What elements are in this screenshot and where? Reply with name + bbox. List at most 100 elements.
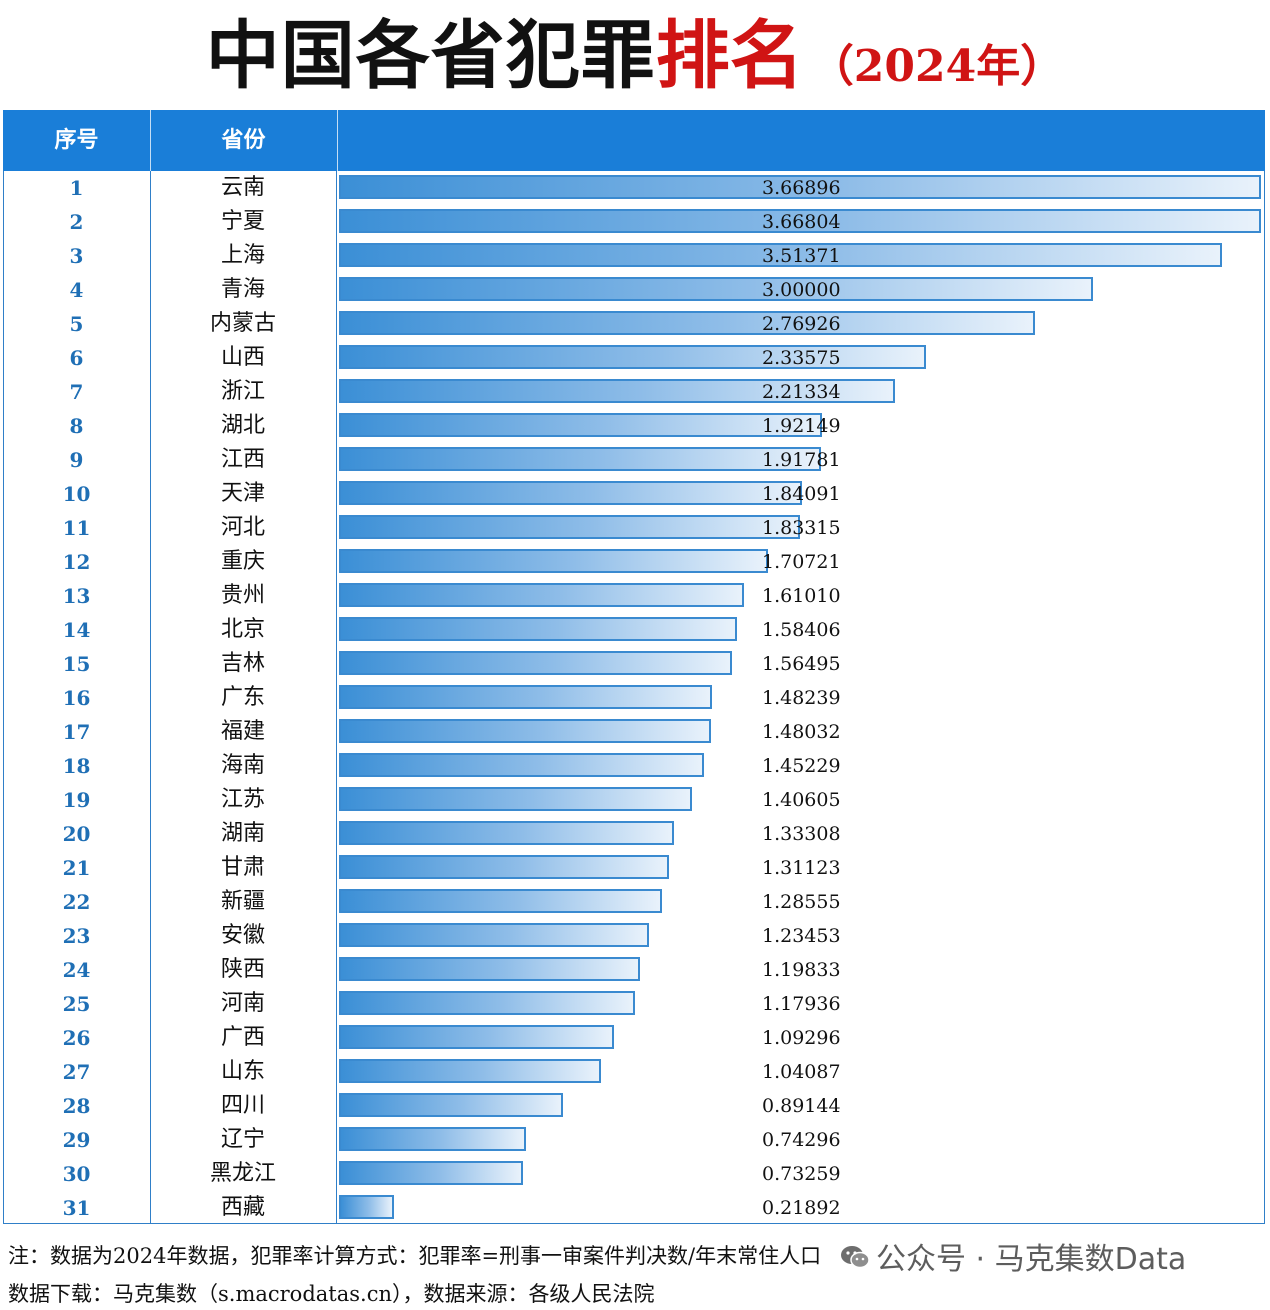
rank-label: 16 <box>62 686 91 710</box>
rank-label: 26 <box>62 1026 91 1050</box>
province-label: 浙江 <box>220 379 265 404</box>
bar <box>339 481 802 505</box>
value-label: 0.74296 <box>762 1129 841 1151</box>
bar <box>339 685 712 709</box>
value-label: 0.21892 <box>762 1197 841 1219</box>
bar <box>339 1127 526 1151</box>
value-label: 0.89144 <box>762 1095 841 1117</box>
province-label: 福建 <box>220 719 265 744</box>
rank-label: 18 <box>62 754 91 778</box>
watermark-text: 公众号 · 马克集数Data <box>876 1242 1187 1277</box>
value-label: 1.09296 <box>762 1027 841 1049</box>
province-label: 陕西 <box>220 957 265 982</box>
bar <box>339 923 649 947</box>
rank-label: 31 <box>62 1196 91 1220</box>
rank-label: 20 <box>62 822 91 846</box>
bar <box>339 719 711 743</box>
bar <box>339 549 768 573</box>
value-label: 1.28555 <box>762 891 841 913</box>
province-label: 广西 <box>220 1025 265 1050</box>
rank-label: 22 <box>62 890 91 914</box>
value-label: 1.70721 <box>762 551 841 573</box>
chart-title: 中国各省犯罪排名 （2024年） <box>0 6 1270 106</box>
rank-label: 8 <box>69 414 84 438</box>
rank-label: 23 <box>62 924 91 948</box>
rank-label: 21 <box>62 856 91 880</box>
rank-label: 14 <box>62 618 91 642</box>
province-label: 山西 <box>220 345 265 370</box>
bar <box>339 209 1261 233</box>
header-rank: 序号 <box>54 128 99 153</box>
value-label: 2.76926 <box>762 313 841 335</box>
province-label: 湖北 <box>220 413 265 438</box>
rank-label: 7 <box>69 380 84 404</box>
province-label: 天津 <box>220 481 265 506</box>
value-label: 1.83315 <box>762 517 841 539</box>
value-label: 1.91781 <box>762 449 841 471</box>
bar <box>339 1161 523 1185</box>
value-label: 1.23453 <box>762 925 841 947</box>
header-separator <box>337 110 338 171</box>
watermark: 公众号 · 马克集数Data <box>840 1234 1186 1278</box>
header-province: 省份 <box>221 128 266 153</box>
bar <box>339 175 1261 199</box>
rank-label: 2 <box>69 210 84 234</box>
bar <box>339 277 1093 301</box>
bar <box>339 855 669 879</box>
province-label: 云南 <box>220 175 265 200</box>
bar <box>339 821 674 845</box>
value-label: 1.58406 <box>762 619 841 641</box>
province-label: 江苏 <box>220 787 265 812</box>
province-label: 黑龙江 <box>209 1161 276 1186</box>
province-label: 江西 <box>220 447 265 472</box>
value-label: 1.04087 <box>762 1061 841 1083</box>
rank-label: 17 <box>62 720 91 744</box>
province-label: 青海 <box>220 277 265 302</box>
rank-label: 12 <box>62 550 91 574</box>
title-main: 中国各省犯罪 <box>205 13 656 99</box>
value-label: 1.92149 <box>762 415 841 437</box>
rank-label: 13 <box>62 584 91 608</box>
bar <box>339 243 1222 267</box>
rank-label: 19 <box>62 788 91 812</box>
value-label: 1.33308 <box>762 823 841 845</box>
rank-label: 11 <box>62 516 91 540</box>
province-label: 河北 <box>220 515 265 540</box>
table-header: 序号 省份 <box>3 110 1265 171</box>
province-label: 北京 <box>220 617 265 642</box>
province-label: 贵州 <box>220 583 265 608</box>
rank-label: 30 <box>62 1162 91 1186</box>
rank-label: 29 <box>62 1128 91 1152</box>
title-year: （2024年） <box>809 41 1065 92</box>
value-label: 2.33575 <box>762 347 841 369</box>
footnote-method: 注：数据为2024年数据，犯罪率计算方式：犯罪率=刑事一审案件判决数/年末常住人… <box>8 1244 822 1268</box>
bar <box>339 957 640 981</box>
province-label: 宁夏 <box>220 209 265 234</box>
value-label: 1.61010 <box>762 585 841 607</box>
value-label: 1.84091 <box>762 483 841 505</box>
province-label: 重庆 <box>220 549 265 574</box>
bar <box>339 1059 601 1083</box>
value-label: 1.45229 <box>762 755 841 777</box>
value-label: 0.73259 <box>762 1163 841 1185</box>
value-label: 3.66804 <box>762 211 841 233</box>
bar <box>339 379 895 403</box>
rank-label: 25 <box>62 992 91 1016</box>
province-label: 安徽 <box>220 923 265 948</box>
bar <box>339 991 635 1015</box>
bar <box>339 583 744 607</box>
wechat-icon <box>840 1243 870 1278</box>
bar <box>339 651 732 675</box>
rank-label: 6 <box>69 346 84 370</box>
column-divider <box>336 171 337 1224</box>
bar <box>339 1093 563 1117</box>
value-label: 1.40605 <box>762 789 841 811</box>
province-label: 甘肃 <box>220 855 265 880</box>
bar <box>339 311 1035 335</box>
province-label: 海南 <box>220 753 265 778</box>
bar <box>339 515 800 539</box>
province-label: 吉林 <box>220 651 265 676</box>
column-divider <box>150 171 151 1224</box>
rank-label: 27 <box>62 1060 91 1084</box>
